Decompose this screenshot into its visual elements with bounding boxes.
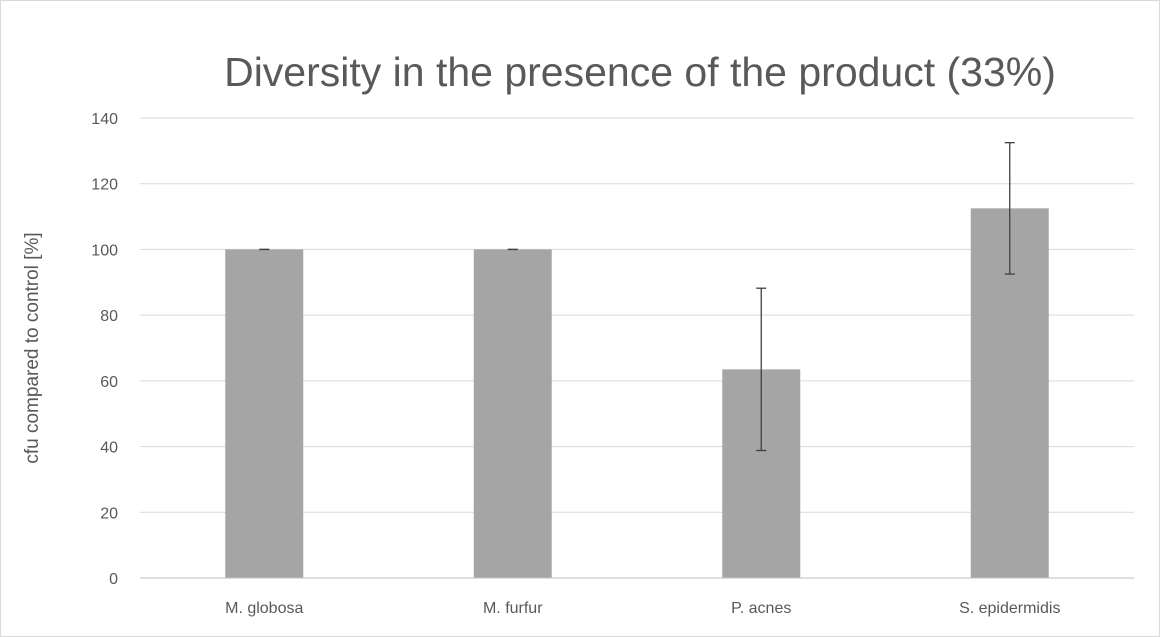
y-tick-label: 100 [91, 242, 118, 259]
error-bars [259, 143, 1015, 451]
x-axis-categories: M. globosa M. furfur P. acnes S. epidermidi… [225, 600, 1060, 617]
bar [225, 249, 303, 578]
x-category-label: M. globosa [225, 600, 303, 617]
y-tick-label: 60 [100, 374, 118, 391]
bar [474, 249, 552, 578]
x-category-label: S. epidermidis [959, 600, 1060, 617]
y-tick-label: 140 [91, 111, 118, 128]
x-category-label: P. acnes [731, 600, 791, 617]
bars [225, 208, 1049, 578]
y-tick-label: 20 [100, 505, 118, 522]
y-axis-ticks: 0 20 40 60 80 100 120 140 [91, 111, 118, 588]
y-tick-label: 80 [100, 308, 118, 325]
y-tick-label: 0 [109, 571, 118, 588]
chart-title: Diversity in the presence of the product… [224, 49, 1056, 95]
y-tick-label: 120 [91, 177, 118, 194]
y-tick-label: 40 [100, 440, 118, 457]
x-category-label: M. furfur [483, 600, 543, 617]
y-axis-label: cfu compared to control [%] [22, 232, 43, 463]
